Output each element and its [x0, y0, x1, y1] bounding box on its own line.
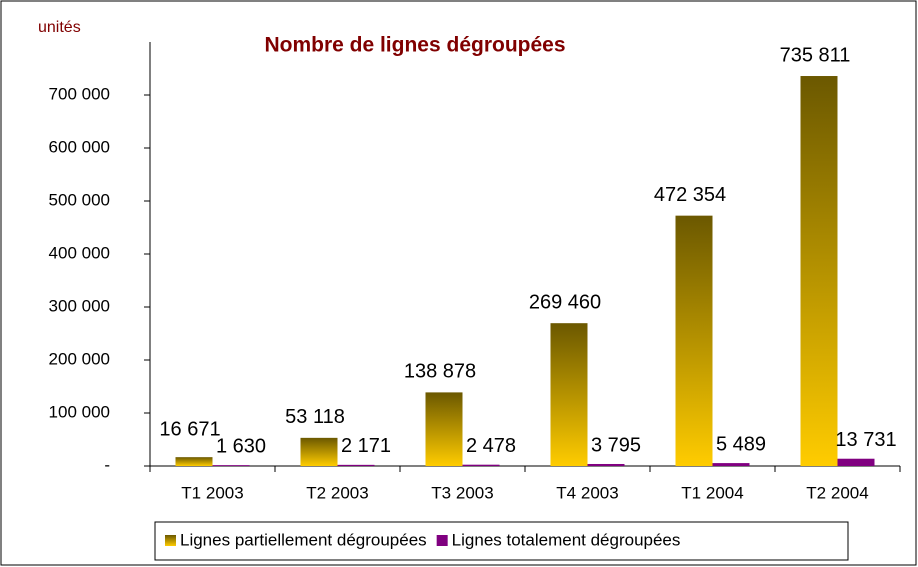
bar — [337, 464, 375, 466]
legend-swatch — [436, 535, 448, 546]
bar — [212, 465, 250, 466]
value-label: 13 731 — [835, 429, 896, 451]
value-label: 735 811 — [780, 44, 851, 66]
value-label: 269 460 — [529, 291, 601, 313]
bar — [712, 463, 750, 466]
value-label: 53 118 — [285, 406, 345, 428]
bar — [675, 215, 713, 466]
value-label: 1 630 — [216, 435, 266, 457]
x-tick-label: T1 2004 — [681, 483, 743, 502]
y-tick-label: 200 000 — [49, 349, 110, 368]
value-label: 5 489 — [716, 433, 766, 455]
value-label: 2 171 — [341, 435, 391, 457]
y-tick-label: - — [104, 455, 110, 474]
value-label: 2 478 — [466, 435, 516, 457]
x-tick-label: T3 2003 — [431, 483, 493, 502]
value-label: 16 671 — [159, 418, 220, 440]
x-tick-label: T4 2003 — [556, 483, 618, 502]
value-label: 138 878 — [404, 361, 476, 383]
x-tick-label: T2 2003 — [306, 483, 368, 502]
bar — [175, 457, 213, 466]
y-tick-label: 700 000 — [49, 84, 110, 103]
bar — [837, 458, 875, 466]
bar — [550, 323, 588, 466]
bar — [587, 463, 625, 466]
x-tick-label: T2 2004 — [806, 483, 868, 502]
value-label: 3 795 — [591, 434, 641, 456]
bar — [462, 464, 500, 466]
value-label: 472 354 — [654, 184, 726, 206]
bar — [800, 76, 838, 466]
legend-swatch — [165, 535, 176, 546]
y-tick-label: 100 000 — [49, 402, 110, 421]
legend-box — [154, 521, 849, 561]
bar — [425, 392, 463, 466]
unit-label: unités — [38, 19, 81, 36]
y-tick-label: 600 000 — [49, 137, 110, 156]
chart-title: Nombre de lignes dégroupées — [264, 34, 565, 57]
bar — [300, 437, 338, 466]
y-tick-label: 400 000 — [49, 243, 110, 262]
x-tick-label: T1 2003 — [181, 483, 243, 502]
y-tick-label: 500 000 — [49, 190, 110, 209]
legend-label: Lignes partiellement dégroupées — [180, 530, 427, 549]
y-tick-label: 300 000 — [49, 296, 110, 315]
legend-label: Lignes totalement dégroupées — [452, 530, 681, 549]
